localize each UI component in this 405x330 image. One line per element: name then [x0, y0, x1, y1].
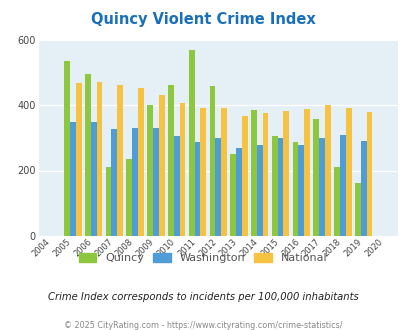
Bar — [70, 122, 76, 236]
Bar — [138, 88, 143, 236]
Bar — [105, 167, 111, 236]
Bar — [318, 138, 324, 236]
Bar — [230, 154, 235, 236]
Bar — [256, 145, 262, 236]
Bar — [241, 115, 247, 236]
Bar — [85, 74, 90, 236]
Bar — [313, 119, 318, 236]
Bar — [200, 108, 206, 236]
Bar — [111, 129, 117, 236]
Bar — [250, 110, 256, 236]
Bar — [324, 105, 330, 236]
Bar — [262, 113, 268, 236]
Bar — [271, 136, 277, 236]
Bar — [64, 61, 70, 236]
Bar — [283, 111, 288, 236]
Bar — [303, 109, 309, 236]
Text: Quincy Violent Crime Index: Quincy Violent Crime Index — [90, 12, 315, 26]
Bar — [158, 95, 164, 236]
Bar — [153, 128, 158, 236]
Bar — [132, 128, 138, 236]
Bar — [221, 108, 226, 236]
Bar — [147, 105, 153, 236]
Bar — [188, 50, 194, 236]
Bar — [333, 167, 339, 236]
Bar — [173, 136, 179, 236]
Bar — [292, 142, 298, 236]
Bar — [179, 103, 185, 236]
Legend: Quincy, Washington, National: Quincy, Washington, National — [78, 253, 327, 263]
Bar — [345, 108, 351, 236]
Bar — [96, 82, 102, 236]
Bar — [194, 142, 200, 236]
Bar — [117, 85, 123, 236]
Bar — [354, 182, 360, 236]
Bar — [126, 159, 132, 236]
Bar — [90, 122, 96, 236]
Bar — [339, 135, 345, 236]
Bar — [366, 112, 371, 236]
Bar — [209, 86, 215, 236]
Text: © 2025 CityRating.com - https://www.cityrating.com/crime-statistics/: © 2025 CityRating.com - https://www.city… — [64, 321, 341, 330]
Bar — [298, 145, 303, 236]
Bar — [76, 83, 81, 236]
Bar — [168, 85, 173, 236]
Text: Crime Index corresponds to incidents per 100,000 inhabitants: Crime Index corresponds to incidents per… — [47, 292, 358, 302]
Bar — [215, 138, 221, 236]
Bar — [277, 138, 283, 236]
Bar — [235, 148, 241, 236]
Bar — [360, 141, 366, 236]
